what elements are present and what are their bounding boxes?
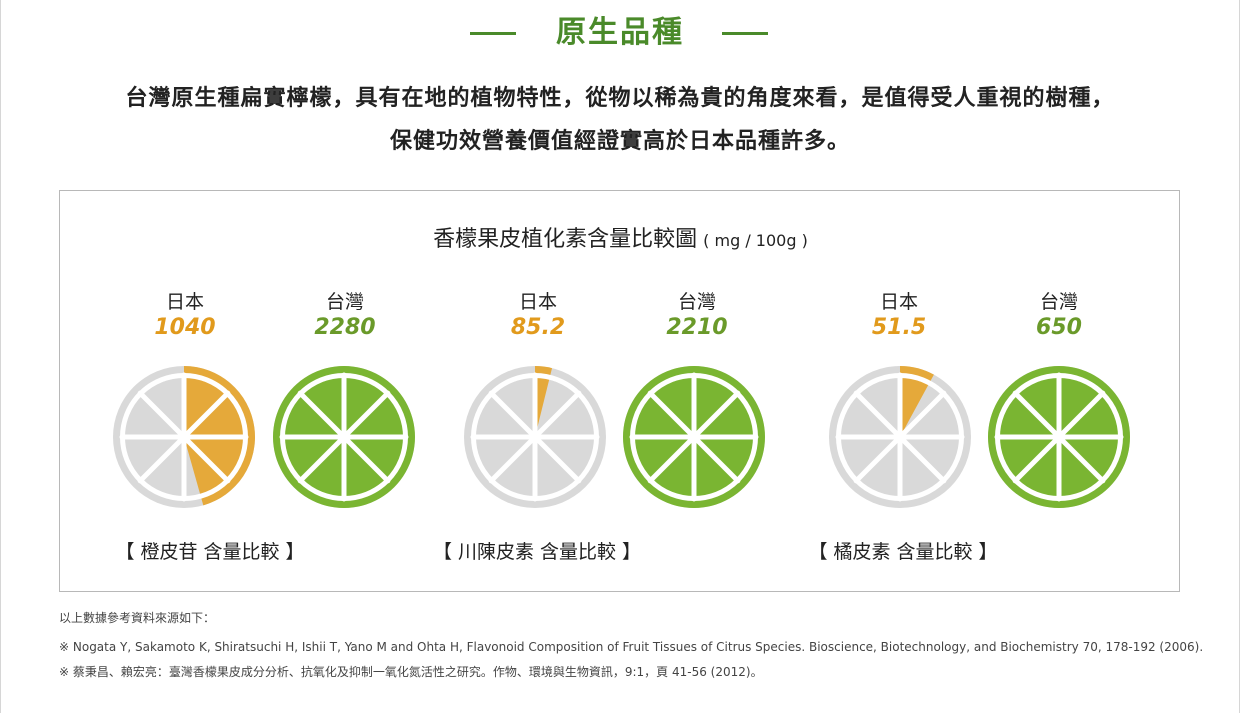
country-label-japan: 日本: [879, 291, 918, 313]
pie-japan-1-divider: [488, 390, 538, 440]
pie-taiwan-1-divider: [647, 390, 697, 440]
country-label-taiwan: 台灣: [677, 291, 716, 313]
pie-taiwan-0-divider: [297, 434, 347, 484]
group-label-nobiletin: 【 川陳皮素 含量比較 】: [432, 541, 642, 563]
pie-japan-0-divider: [181, 434, 231, 484]
group-label-tangeretin: 【 橘皮素 含量比較 】: [808, 541, 998, 563]
country-label-taiwan: 台灣: [1039, 291, 1078, 313]
chart-title-text: 香檬果皮植化素含量比較圖: [433, 227, 698, 252]
header-line-right: [722, 32, 768, 35]
pie-japan-1-divider: [532, 434, 582, 484]
pie-japan-1-divider: [532, 390, 582, 440]
pie-japan-0-divider: [137, 434, 187, 484]
chart-unit: ( mg / 100g ): [703, 231, 808, 250]
value-taiwan-hesperidin: 2280: [314, 315, 376, 340]
country-label-japan: 日本: [518, 291, 557, 313]
pie-taiwan-0-divider: [297, 390, 347, 440]
header-line-left: [470, 32, 516, 35]
lemon-pie-charts: [113, 366, 1130, 509]
pie-japan-2-divider: [897, 390, 947, 440]
chart-box: 香檬果皮植化素含量比較圖 ( mg / 100g ) 日本 台灣 1040 228…: [59, 190, 1180, 592]
pie-japan-2-divider: [853, 390, 903, 440]
value-taiwan-nobiletin: 2210: [666, 315, 728, 340]
intro-line-2: 保健功效營養價值經證實高於日本品種許多。: [389, 128, 850, 154]
pie-taiwan-1-divider: [691, 390, 741, 440]
reference-item: ※ 蔡秉昌、賴宏亮：臺灣香檬果皮成分分析、抗氧化及抑制一氧化氮活性之研究。作物、…: [59, 665, 763, 679]
intro-line-1: 台灣原生種扁實檸檬，具有在地的植物特性，從物以稀為貴的角度來看，是值得受人重視的…: [125, 85, 1115, 111]
pie-japan-0-divider: [181, 390, 231, 440]
pie-taiwan-1-divider: [647, 434, 697, 484]
pie-taiwan-0-center: [340, 433, 348, 441]
section-title: 原生品種: [556, 15, 684, 50]
pie-japan-2-fill: [900, 366, 934, 437]
references: 以上數據參考資料來源如下： ※ Nogata Y, Sakamoto K, Sh…: [59, 612, 1203, 691]
reference-item: ※ Nogata Y, Sakamoto K, Shiratsuchi H, I…: [59, 640, 1204, 654]
pie-japan-0-divider: [137, 390, 187, 440]
pie-taiwan-2-divider: [1012, 390, 1062, 440]
pie-japan-2-divider: [897, 434, 947, 484]
value-japan-nobiletin: 85.2: [510, 315, 566, 340]
value-japan-hesperidin: 1040: [154, 315, 216, 340]
pie-taiwan-2-divider: [1012, 434, 1062, 484]
references-heading: 以上數據參考資料來源如下：: [59, 611, 216, 625]
pie-taiwan-1-divider: [691, 434, 741, 484]
pie-taiwan-1-center: [690, 433, 698, 441]
country-label-japan: 日本: [165, 291, 204, 313]
pie-japan-0-center: [180, 433, 188, 441]
pie-japan-1-fill: [535, 366, 553, 437]
pie-taiwan-2-divider: [1056, 434, 1106, 484]
value-japan-tangeretin: 51.5: [871, 315, 927, 340]
chart-title: 香檬果皮植化素含量比較圖 ( mg / 100g ): [60, 221, 1181, 253]
country-label-taiwan: 台灣: [325, 291, 364, 313]
pie-taiwan-0-divider: [341, 434, 391, 484]
pie-japan-2-divider: [853, 434, 903, 484]
pie-japan-1-center: [531, 433, 539, 441]
value-taiwan-tangeretin: 650: [1036, 315, 1082, 340]
frame-left-border: [0, 0, 1, 713]
pie-taiwan-2-divider: [1056, 390, 1106, 440]
group-label-hesperidin: 【 橙皮苷 含量比較 】: [115, 541, 305, 563]
pie-taiwan-0-divider: [341, 390, 391, 440]
pie-japan-1-divider: [488, 434, 538, 484]
section-header: 原生品種: [0, 10, 1240, 56]
pie-japan-2-center: [896, 433, 904, 441]
pie-taiwan-2-center: [1055, 433, 1063, 441]
